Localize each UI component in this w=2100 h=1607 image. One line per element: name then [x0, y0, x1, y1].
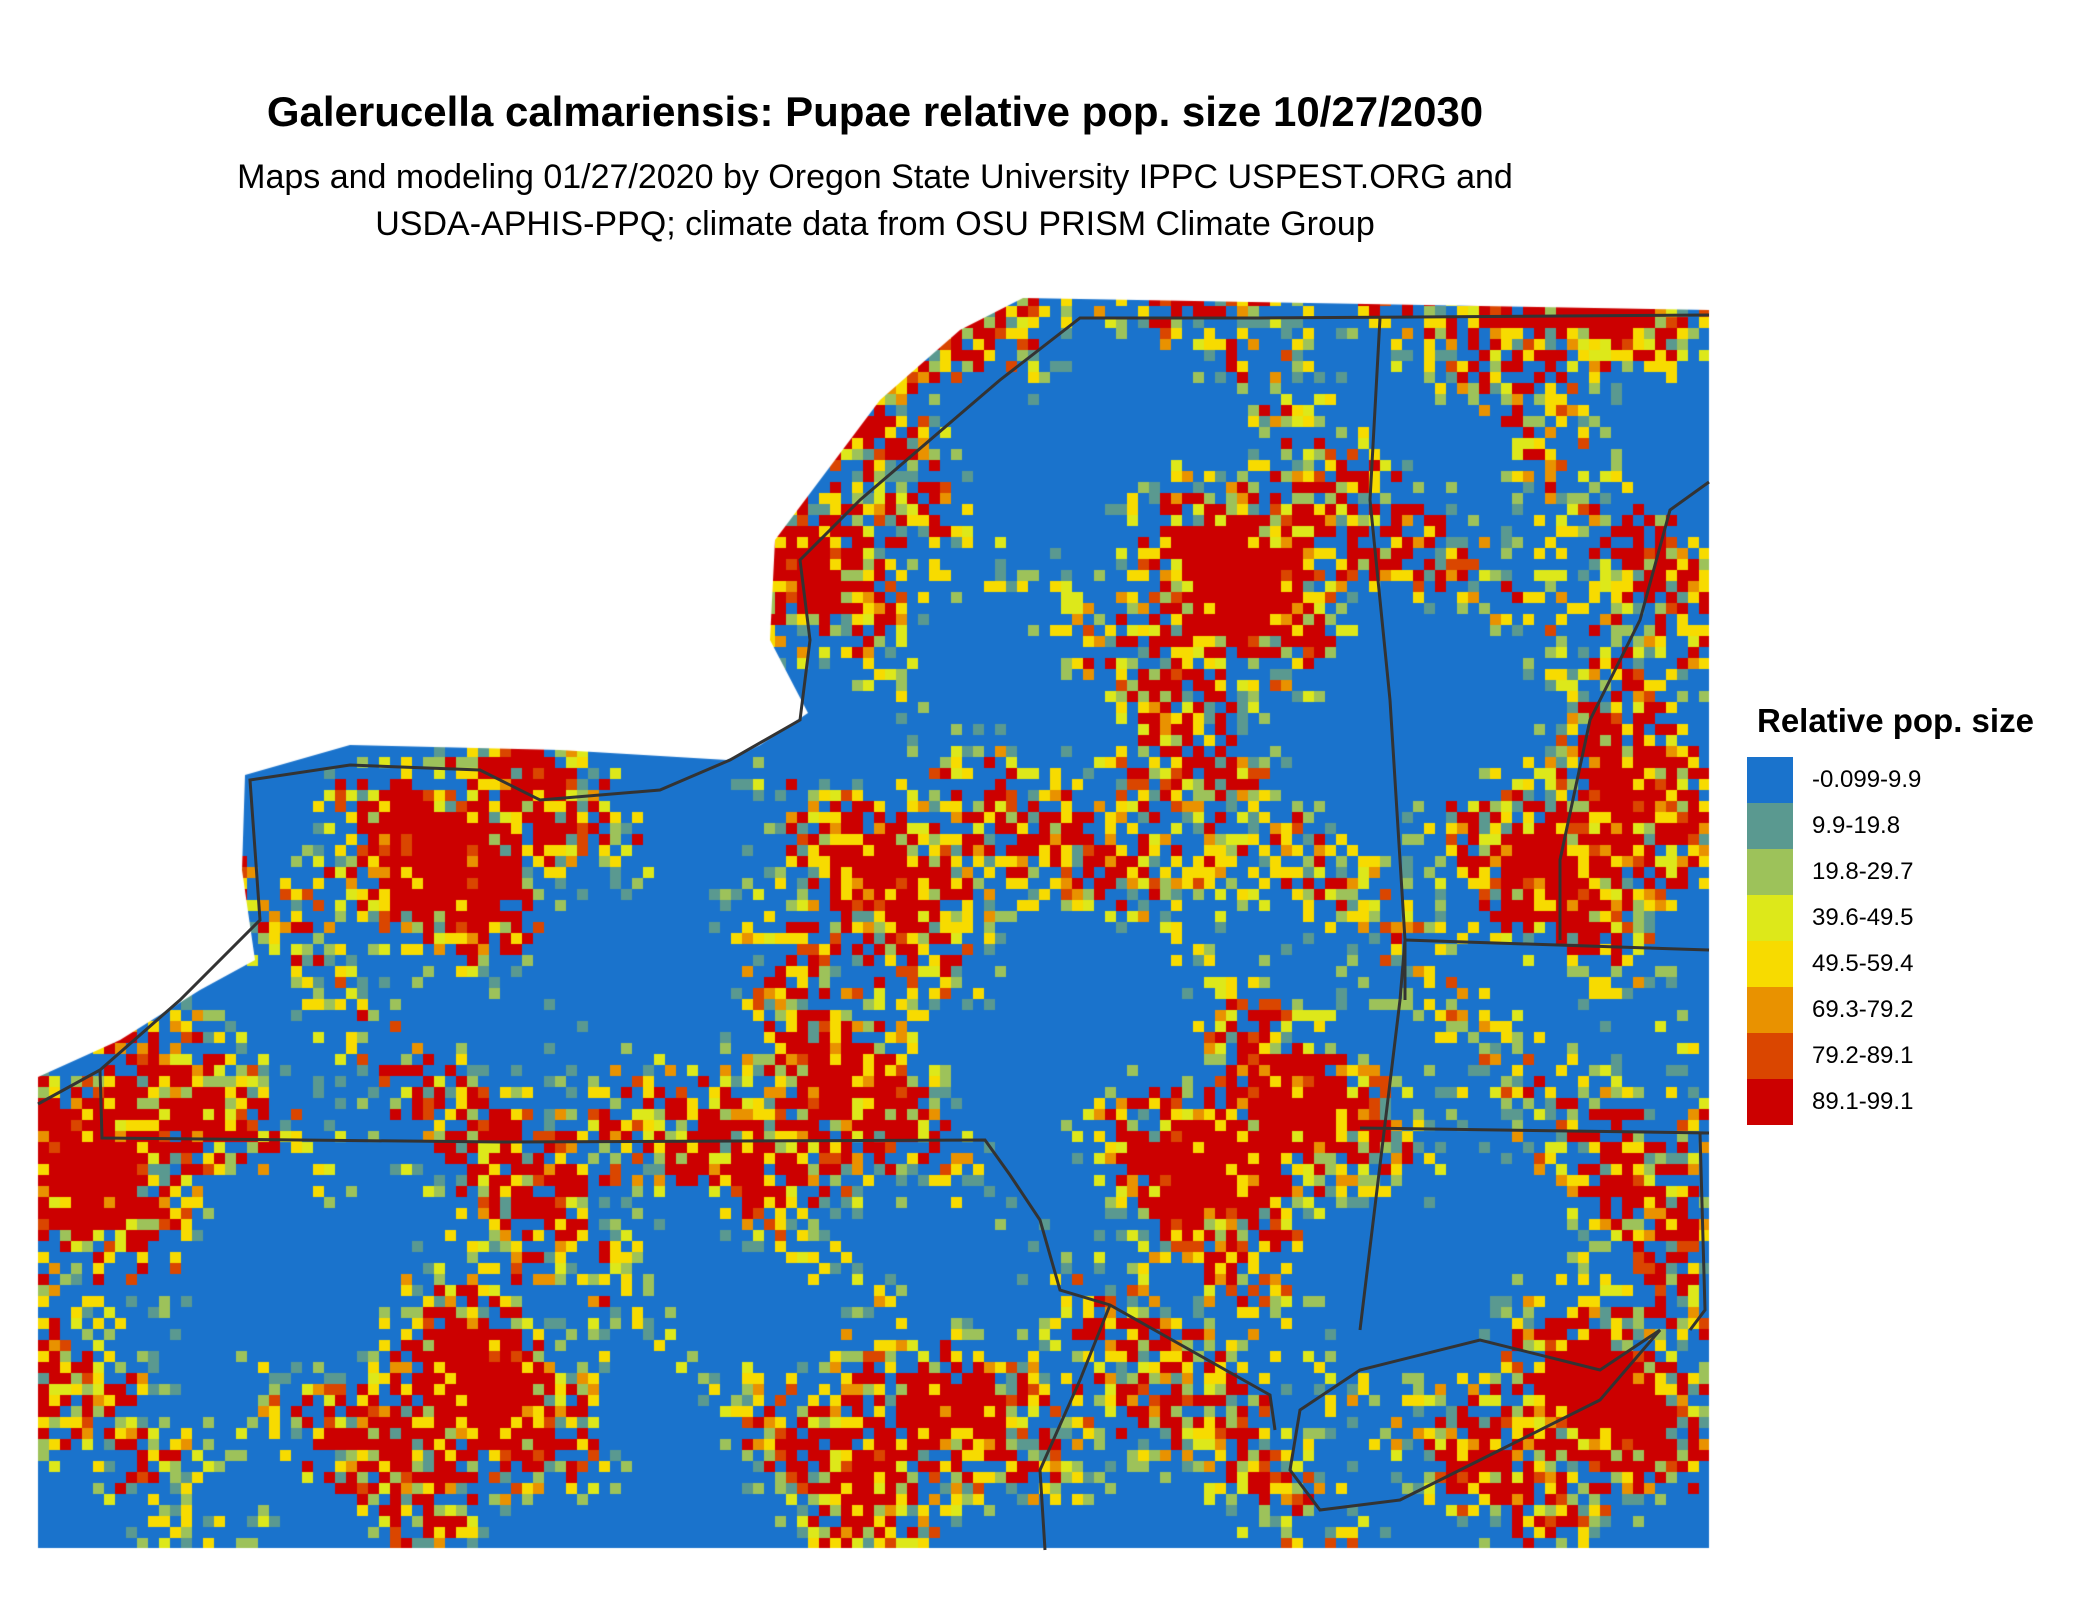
legend-swatch	[1747, 849, 1793, 895]
legend-item: 69.3-79.2	[1747, 987, 2034, 1033]
raster-map	[0, 290, 1720, 1560]
legend-item: 79.2-89.1	[1747, 1033, 2034, 1079]
legend-label: 89.1-99.1	[1812, 1088, 1914, 1115]
legend-swatch	[1747, 803, 1793, 849]
legend-label: 49.5-59.4	[1812, 950, 1914, 977]
legend: Relative pop. size -0.099-9.9 9.9-19.8 19.…	[1747, 702, 2034, 1125]
legend-swatch	[1747, 987, 1793, 1033]
legend-swatch	[1747, 757, 1793, 803]
map-subtitle-line-2: USDA-APHIS-PPQ; climate data from OSU PR…	[375, 205, 1375, 243]
legend-item: 19.8-29.7	[1747, 849, 2034, 895]
legend-item: 39.6-49.5	[1747, 895, 2034, 941]
legend-label: 79.2-89.1	[1812, 1042, 1914, 1069]
legend-label: 39.6-49.5	[1812, 904, 1914, 931]
legend-item: 89.1-99.1	[1747, 1079, 2034, 1125]
legend-item: 49.5-59.4	[1747, 941, 2034, 987]
legend-label: 19.8-29.7	[1812, 858, 1914, 885]
legend-item: 9.9-19.8	[1747, 803, 2034, 849]
legend-label: 69.3-79.2	[1812, 996, 1914, 1023]
map-title: Galerucella calmariensis: Pupae relative…	[266, 88, 1484, 135]
legend-items: -0.099-9.9 9.9-19.8 19.8-29.7 39.6-49.5 49.5…	[1747, 757, 2034, 1125]
legend-label: -0.099-9.9	[1812, 766, 1922, 793]
legend-swatch	[1747, 1079, 1793, 1125]
legend-label: 9.9-19.8	[1812, 812, 1901, 839]
legend-item: -0.099-9.9	[1747, 757, 2034, 803]
legend-swatch	[1747, 941, 1793, 987]
map-subtitle-line-1: Maps and modeling 01/27/2020 by Oregon S…	[237, 158, 1513, 196]
legend-title: Relative pop. size	[1757, 702, 2034, 739]
legend-swatch	[1747, 895, 1793, 941]
legend-swatch	[1747, 1033, 1793, 1079]
